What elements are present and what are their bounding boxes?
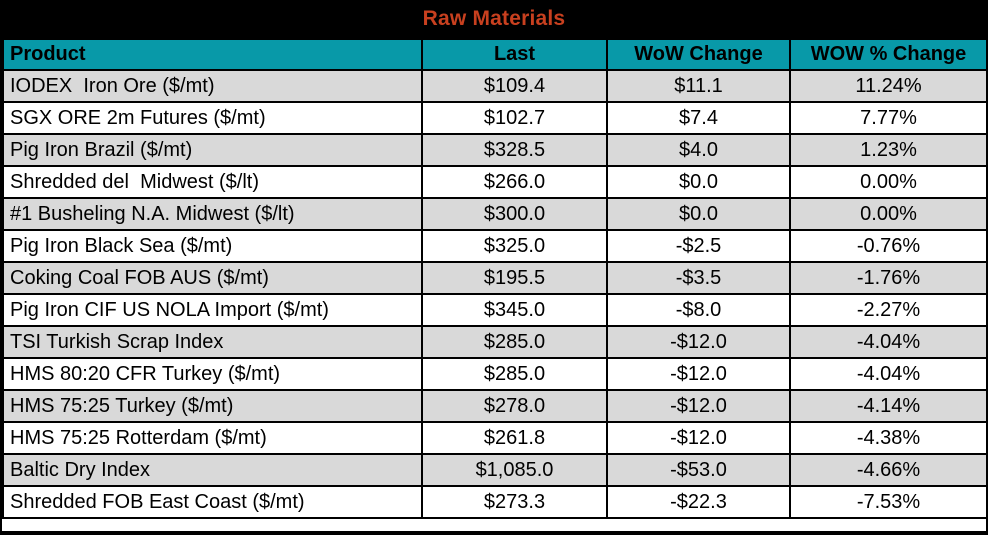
header-row: Product Last WoW Change WOW % Change: [2, 38, 986, 71]
wow-change-cell: -$12.0: [606, 421, 791, 455]
table-title-bar: Raw Materials: [2, 0, 986, 38]
wow-pct-change-cell: 7.77%: [789, 101, 986, 135]
table-row: HMS 75:25 Rotterdam ($/mt) $261.8 -$12.0…: [2, 421, 986, 455]
table-row: TSI Turkish Scrap Index $285.0 -$12.0 -4…: [2, 325, 986, 359]
data-table: Product Last WoW Change WOW % Change IOD…: [2, 38, 986, 519]
table-row: Coking Coal FOB AUS ($/mt) $195.5 -$3.5 …: [2, 261, 986, 295]
last-price-cell: $195.5: [421, 261, 608, 295]
wow-change-cell: $7.4: [606, 101, 791, 135]
table-row: Baltic Dry Index $1,085.0 -$53.0 -4.66%: [2, 453, 986, 487]
last-price-cell: $266.0: [421, 165, 608, 199]
wow-change-cell: $11.1: [606, 69, 791, 103]
table-body: IODEX Iron Ore ($/mt) $109.4 $11.1 11.24…: [2, 69, 986, 519]
header-last: Last: [421, 38, 608, 71]
product-cell: Pig Iron CIF US NOLA Import ($/mt): [2, 293, 423, 327]
table-row: Pig Iron Black Sea ($/mt) $325.0 -$2.5 -…: [2, 229, 986, 263]
last-price-cell: $300.0: [421, 197, 608, 231]
header-wow-pct-change: WOW % Change: [789, 38, 986, 71]
wow-pct-change-cell: -4.38%: [789, 421, 986, 455]
wow-change-cell: $4.0: [606, 133, 791, 167]
wow-change-cell: -$8.0: [606, 293, 791, 327]
wow-change-cell: -$3.5: [606, 261, 791, 295]
product-cell: IODEX Iron Ore ($/mt): [2, 69, 423, 103]
table-row: HMS 80:20 CFR Turkey ($/mt) $285.0 -$12.…: [2, 357, 986, 391]
table-row: Pig Iron Brazil ($/mt) $328.5 $4.0 1.23%: [2, 133, 986, 167]
wow-pct-change-cell: 0.00%: [789, 197, 986, 231]
last-price-cell: $285.0: [421, 325, 608, 359]
product-cell: Shredded FOB East Coast ($/mt): [2, 485, 423, 519]
table-row: #1 Busheling N.A. Midwest ($/lt) $300.0 …: [2, 197, 986, 231]
wow-pct-change-cell: -4.04%: [789, 325, 986, 359]
product-cell: Pig Iron Brazil ($/mt): [2, 133, 423, 167]
last-price-cell: $345.0: [421, 293, 608, 327]
table-row: HMS 75:25 Turkey ($/mt) $278.0 -$12.0 -4…: [2, 389, 986, 423]
wow-pct-change-cell: -2.27%: [789, 293, 986, 327]
last-price-cell: $261.8: [421, 421, 608, 455]
wow-pct-change-cell: -4.04%: [789, 357, 986, 391]
product-cell: TSI Turkish Scrap Index: [2, 325, 423, 359]
last-price-cell: $328.5: [421, 133, 608, 167]
wow-change-cell: -$12.0: [606, 389, 791, 423]
table-row: Pig Iron CIF US NOLA Import ($/mt) $345.…: [2, 293, 986, 327]
table-row: Shredded FOB East Coast ($/mt) $273.3 -$…: [2, 485, 986, 519]
product-cell: #1 Busheling N.A. Midwest ($/lt): [2, 197, 423, 231]
product-cell: Pig Iron Black Sea ($/mt): [2, 229, 423, 263]
product-cell: Baltic Dry Index: [2, 453, 423, 487]
wow-pct-change-cell: -4.66%: [789, 453, 986, 487]
table-row: Shredded del Midwest ($/lt) $266.0 $0.0 …: [2, 165, 986, 199]
last-price-cell: $1,085.0: [421, 453, 608, 487]
wow-change-cell: -$22.3: [606, 485, 791, 519]
product-cell: SGX ORE 2m Futures ($/mt): [2, 101, 423, 135]
wow-pct-change-cell: -7.53%: [789, 485, 986, 519]
product-cell: HMS 75:25 Rotterdam ($/mt): [2, 421, 423, 455]
wow-pct-change-cell: 11.24%: [789, 69, 986, 103]
last-price-cell: $102.7: [421, 101, 608, 135]
wow-pct-change-cell: -0.76%: [789, 229, 986, 263]
table-row: SGX ORE 2m Futures ($/mt) $102.7 $7.4 7.…: [2, 101, 986, 135]
product-cell: HMS 80:20 CFR Turkey ($/mt): [2, 357, 423, 391]
product-cell: Coking Coal FOB AUS ($/mt): [2, 261, 423, 295]
wow-pct-change-cell: -4.14%: [789, 389, 986, 423]
table-row: IODEX Iron Ore ($/mt) $109.4 $11.1 11.24…: [2, 69, 986, 103]
wow-change-cell: -$12.0: [606, 357, 791, 391]
last-price-cell: $285.0: [421, 357, 608, 391]
wow-change-cell: -$2.5: [606, 229, 791, 263]
table-title: Raw Materials: [422, 7, 566, 30]
last-price-cell: $278.0: [421, 389, 608, 423]
wow-pct-change-cell: 0.00%: [789, 165, 986, 199]
last-price-cell: $109.4: [421, 69, 608, 103]
product-cell: HMS 75:25 Turkey ($/mt): [2, 389, 423, 423]
wow-pct-change-cell: 1.23%: [789, 133, 986, 167]
header-product: Product: [2, 38, 423, 71]
wow-pct-change-cell: -1.76%: [789, 261, 986, 295]
wow-change-cell: -$53.0: [606, 453, 791, 487]
wow-change-cell: $0.0: [606, 165, 791, 199]
wow-change-cell: -$12.0: [606, 325, 791, 359]
last-price-cell: $325.0: [421, 229, 608, 263]
last-price-cell: $273.3: [421, 485, 608, 519]
product-cell: Shredded del Midwest ($/lt): [2, 165, 423, 199]
header-wow-change: WoW Change: [606, 38, 791, 71]
table-header: Product Last WoW Change WOW % Change: [2, 38, 986, 71]
wow-change-cell: $0.0: [606, 197, 791, 231]
